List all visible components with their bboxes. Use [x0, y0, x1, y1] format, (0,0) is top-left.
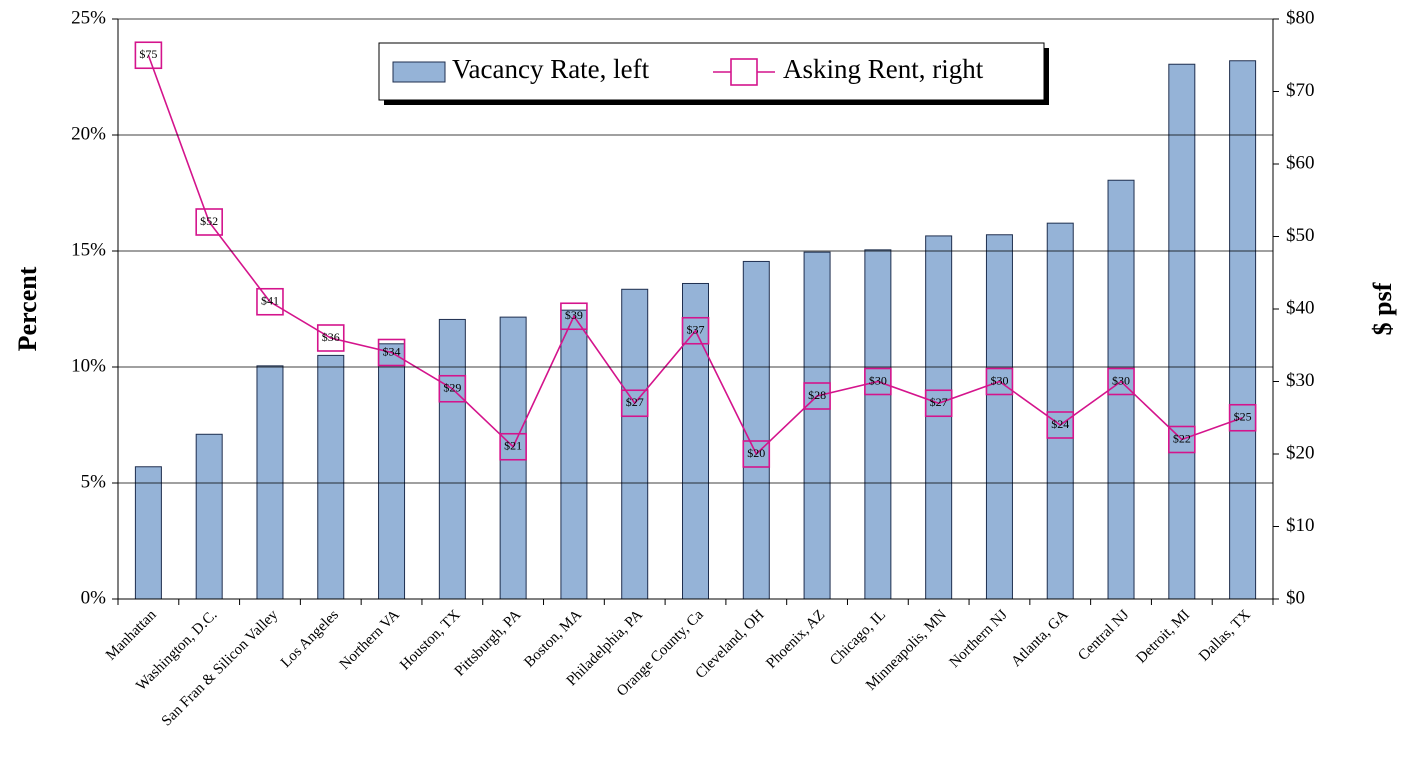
y-tick-label: 20%	[71, 123, 106, 144]
bar	[317, 354, 345, 600]
x-tick-label: Manhattan	[103, 607, 160, 664]
x-tick-label: Houston, TX	[397, 607, 464, 674]
value-label: $24	[1051, 417, 1069, 431]
marker	[1168, 425, 1196, 454]
value-label: $27	[626, 395, 644, 409]
marker	[195, 208, 223, 236]
bar	[864, 249, 892, 600]
line	[147, 54, 1243, 456]
marker	[803, 382, 831, 410]
value-label: $30	[1112, 373, 1130, 387]
marker	[864, 367, 892, 396]
bar	[134, 466, 162, 600]
x-tick-label: Chicago, IL	[827, 607, 889, 669]
marker	[560, 302, 588, 331]
bar	[560, 309, 588, 600]
value-label: $52	[200, 214, 218, 228]
value-label: $75	[139, 47, 157, 61]
value-label: $20	[747, 446, 765, 460]
value-label: $29	[443, 381, 461, 395]
marker	[316, 324, 345, 352]
y-tick-label: 0%	[81, 587, 107, 608]
value-label: $28	[808, 388, 826, 402]
bar	[985, 234, 1013, 600]
bars	[134, 60, 1257, 600]
value-label: $34	[383, 344, 401, 358]
value-label: $30	[990, 373, 1008, 387]
bar	[621, 288, 649, 600]
x-tick-label: Los Angeles	[278, 607, 342, 671]
marker	[377, 338, 406, 367]
y2-tick-label: $30	[1286, 370, 1315, 391]
y2-tick-label: $20	[1286, 442, 1315, 463]
bar	[499, 316, 527, 600]
marker	[742, 440, 771, 468]
legend-box	[378, 42, 1045, 101]
x-tick-label: Atlanta, GA	[1008, 607, 1071, 670]
bar	[256, 365, 284, 600]
x-tick-label: Boston, MA	[521, 607, 585, 671]
x-tick-label: Central NJ	[1075, 607, 1132, 664]
y2-tick-label: $10	[1286, 515, 1315, 536]
bar	[195, 433, 223, 600]
legend-swatch	[392, 61, 446, 83]
legend-label: Vacancy Rate, left	[452, 54, 650, 84]
value-label: $30	[869, 373, 887, 387]
y2-tick-label: $80	[1286, 7, 1315, 28]
value-label: $41	[261, 294, 279, 308]
marker	[681, 316, 710, 345]
value-label: $22	[1173, 431, 1191, 445]
y-tick-label: 25%	[71, 7, 106, 28]
marker	[256, 287, 284, 316]
y2-axis-title: $ psf	[1368, 282, 1397, 335]
y-tick-label: 5%	[81, 471, 107, 492]
lines: $75 $52 $41 $36 $34 $29 $21 $39 $27 $37 $20 $28 $30 $…	[134, 41, 1257, 468]
bar	[1229, 60, 1257, 600]
marker	[620, 389, 649, 418]
bar	[742, 260, 770, 600]
y-tick-label: 15%	[71, 239, 106, 260]
value-label: $37	[687, 323, 705, 337]
marker	[985, 367, 1014, 396]
bar	[378, 343, 406, 600]
marker	[1107, 367, 1135, 396]
marker	[438, 374, 467, 403]
x-tick-label: San Fran & Silicon Valley	[159, 607, 282, 730]
bar	[1046, 222, 1074, 600]
marker	[1046, 411, 1075, 439]
bar	[1168, 63, 1196, 600]
x-tick-label: Phoenix, AZ	[763, 607, 828, 672]
value-label: $25	[1234, 410, 1252, 424]
y-tick-label: 10%	[71, 355, 106, 376]
value-label: $21	[504, 439, 522, 453]
y2-tick-label: $70	[1286, 80, 1315, 101]
marker	[499, 432, 527, 461]
marker	[134, 41, 163, 70]
x-tick-label: Detroit, MI	[1133, 607, 1193, 667]
x-tick-label: Dallas, TX	[1196, 607, 1254, 665]
value-label: $27	[930, 395, 948, 409]
x-tick-label: Northern NJ	[947, 607, 1011, 671]
y2-tick-label: $50	[1286, 225, 1315, 246]
marker	[1228, 403, 1257, 432]
marker	[924, 389, 953, 418]
y2-tick-label: $60	[1286, 152, 1315, 173]
legend: Vacancy Rate, left Asking Rent, right	[378, 42, 1049, 105]
value-label: $36	[322, 330, 340, 344]
bar	[682, 282, 709, 600]
legend-label: Asking Rent, right	[783, 54, 984, 84]
x-tick-label: Northern VA	[337, 607, 403, 673]
y2-tick-label: $0	[1286, 587, 1305, 608]
y-axis-title: Percent	[13, 266, 42, 351]
legend-marker	[730, 58, 758, 86]
bar	[438, 318, 466, 600]
bar	[803, 251, 831, 600]
bar	[925, 235, 953, 600]
value-label: $39	[565, 308, 583, 322]
y2-tick-label: $40	[1286, 297, 1315, 318]
